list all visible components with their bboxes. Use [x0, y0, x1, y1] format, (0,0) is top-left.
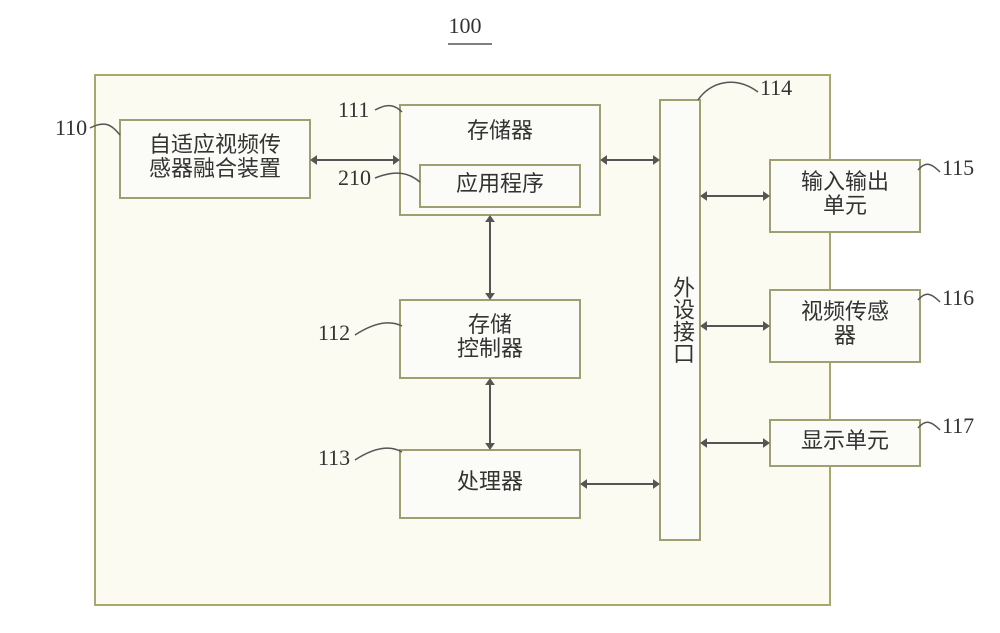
ref-l115: 115	[942, 155, 974, 180]
ref-l114: 114	[760, 75, 792, 100]
block-label-b111: 存储器	[467, 118, 533, 143]
ref-l117: 117	[942, 413, 974, 438]
block-label-b116-0: 视频传感	[801, 299, 889, 324]
ref-l116: 116	[942, 285, 974, 310]
leader-l115	[918, 164, 940, 172]
ref-l110: 110	[55, 115, 87, 140]
ref-l113: 113	[318, 445, 350, 470]
block-label-b110-1: 感器融合装置	[149, 156, 281, 181]
diagram-canvas: 100 自适应视频传感器融合装置 存储器应用程序存储控制器处理器 外设接口 输入输出单元…	[0, 0, 1000, 633]
block-label-b117-0: 显示单元	[801, 428, 889, 453]
block-label-b115-1: 单元	[823, 193, 867, 218]
block-label-b113-0: 处理器	[457, 469, 523, 494]
ref-l112: 112	[318, 320, 350, 345]
block-label-b112-1: 控制器	[457, 336, 523, 361]
block-label-b116-1: 器	[834, 323, 856, 348]
leader-l117	[918, 422, 940, 430]
figure-ref: 100	[449, 13, 482, 38]
block-label-b110-0: 自适应视频传	[149, 132, 281, 157]
block-label-b114: 外设接口	[670, 276, 695, 364]
block-label-b112-0: 存储	[468, 312, 512, 337]
ref-l210: 210	[338, 165, 371, 190]
block-label-b210-0: 应用程序	[456, 171, 544, 196]
leader-l116	[918, 294, 940, 302]
block-label-b115-0: 输入输出	[801, 169, 889, 194]
ref-l111: 111	[338, 97, 369, 122]
